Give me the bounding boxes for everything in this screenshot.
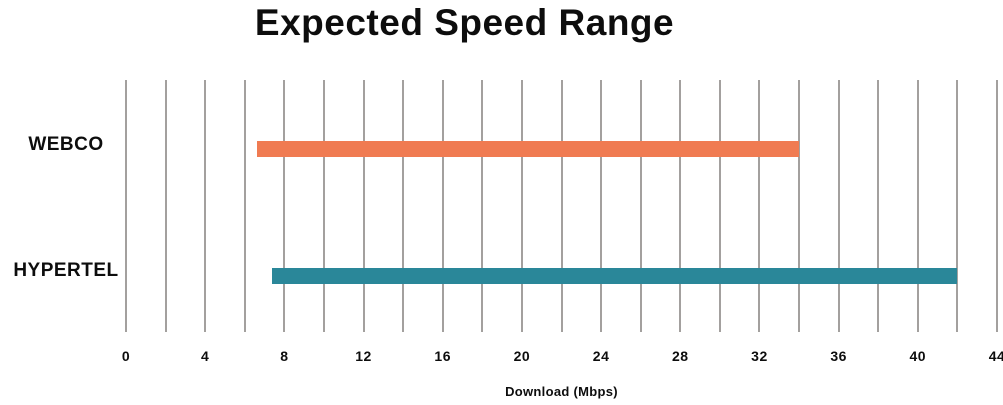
gridline-x-44: [996, 80, 998, 332]
chart-title: Expected Speed Range: [254, 2, 675, 43]
row-label-hypertel: HYPERTEL: [13, 260, 119, 281]
x-tick-label-4: 4: [201, 348, 210, 364]
row-label-webco: WEBCO: [28, 134, 104, 155]
gridline-x-24: [600, 80, 603, 332]
gridline-x-2: [164, 80, 167, 332]
gridline-x-34: [798, 80, 801, 332]
x-tick-label-36: 36: [830, 348, 847, 364]
x-tick-label-24: 24: [592, 348, 610, 364]
x-tick-label-0: 0: [121, 348, 131, 364]
x-axis-title: Download (Mbps): [505, 384, 618, 399]
gridline-x-42: [956, 80, 959, 332]
gridline-x-16: [441, 80, 444, 332]
gridline-x-12: [362, 80, 365, 332]
x-axis-ticks-group: 0 4 8 12 16 20 24 28 32 36 40 44: [122, 348, 1003, 366]
x-tick-label-32: 32: [751, 348, 768, 364]
x-tick-label-20: 20: [513, 348, 531, 364]
gridline-x-8: [283, 80, 286, 332]
gridline-x-4: [204, 80, 207, 332]
gridline-x-40: [916, 80, 919, 332]
gridline-x-26: [639, 80, 642, 332]
gridline-x-18: [481, 80, 484, 332]
x-tick-label-12: 12: [355, 348, 372, 364]
x-tick-label-28: 28: [671, 348, 689, 364]
gridline-x-28: [679, 80, 682, 332]
gridline-x-20: [520, 80, 523, 332]
gridline-x-36: [837, 80, 840, 332]
gridline-x-38: [877, 80, 880, 332]
range-bar-webco: [256, 141, 800, 157]
gridline-x-0: [125, 80, 127, 332]
range-bar-hypertel: [272, 268, 958, 284]
x-tick-label-16: 16: [434, 348, 452, 364]
gridline-x-32: [758, 80, 761, 332]
x-tick-label-44: 44: [988, 348, 1003, 364]
gridline-x-14: [402, 80, 405, 332]
gridline-x-10: [322, 80, 325, 332]
plot-area: [125, 80, 998, 332]
gridline-x-22: [560, 80, 563, 332]
gridline-x-30: [718, 80, 721, 332]
x-tick-label-40: 40: [909, 348, 927, 364]
gridline-x-6: [243, 80, 246, 332]
x-tick-label-8: 8: [280, 348, 289, 364]
